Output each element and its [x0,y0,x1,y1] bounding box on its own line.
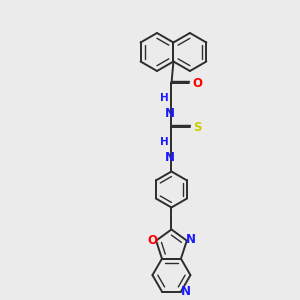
Text: O: O [192,77,202,90]
Text: N: N [164,152,175,164]
Text: O: O [147,234,157,247]
Text: N: N [186,233,196,246]
Text: S: S [193,121,202,134]
Text: H: H [160,94,169,103]
Text: N: N [181,285,191,298]
Text: N: N [164,107,175,121]
Text: H: H [160,137,169,148]
